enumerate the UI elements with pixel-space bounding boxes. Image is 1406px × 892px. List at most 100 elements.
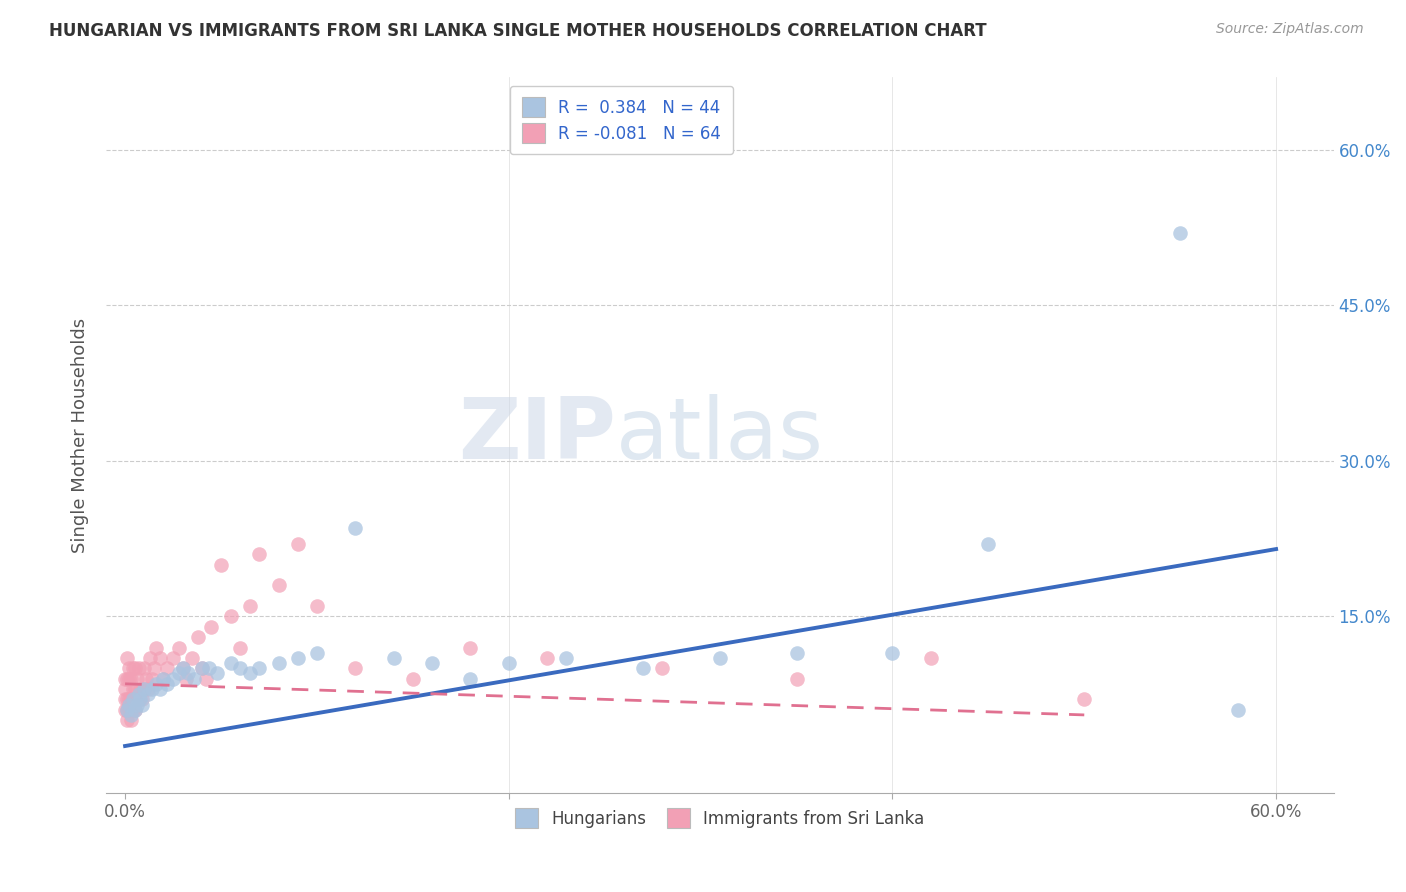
Point [191, 661, 214, 675]
Point [786, 646, 808, 660]
Point [115, 713, 138, 727]
Point [1168, 226, 1191, 240]
Point [229, 640, 252, 655]
Point [120, 713, 142, 727]
Point [124, 661, 146, 675]
Point [121, 681, 143, 696]
Y-axis label: Single Mother Households: Single Mother Households [72, 318, 89, 553]
Point [287, 651, 309, 665]
Point [124, 703, 146, 717]
Point [267, 656, 290, 670]
Point [114, 692, 136, 706]
Point [209, 558, 232, 572]
Point [162, 672, 184, 686]
Point [142, 661, 165, 675]
Point [1226, 703, 1249, 717]
Point [344, 521, 367, 535]
Point [200, 620, 222, 634]
Point [977, 537, 1000, 551]
Point [141, 681, 163, 696]
Point [191, 661, 214, 675]
Point [128, 692, 150, 706]
Point [145, 640, 167, 655]
Point [118, 692, 141, 706]
Point [131, 698, 153, 712]
Point [239, 666, 262, 681]
Point [115, 703, 138, 717]
Point [118, 703, 141, 717]
Text: ZIP: ZIP [458, 393, 616, 476]
Point [115, 703, 138, 717]
Point [134, 681, 156, 696]
Point [460, 640, 482, 655]
Point [152, 672, 174, 686]
Text: HUNGARIAN VS IMMIGRANTS FROM SRI LANKA SINGLE MOTHER HOUSEHOLDS CORRELATION CHAR: HUNGARIAN VS IMMIGRANTS FROM SRI LANKA S… [49, 22, 987, 40]
Point [219, 609, 242, 624]
Point [882, 646, 904, 660]
Point [114, 681, 136, 696]
Point [124, 703, 146, 717]
Point [125, 672, 148, 686]
Point [172, 661, 194, 675]
Point [149, 651, 172, 665]
Point [181, 651, 204, 665]
Point [129, 681, 152, 696]
Point [135, 672, 157, 686]
Point [114, 672, 136, 686]
Point [128, 661, 150, 675]
Point [402, 672, 425, 686]
Point [631, 661, 654, 675]
Point [115, 672, 138, 686]
Point [128, 687, 150, 701]
Point [247, 661, 270, 675]
Point [498, 656, 520, 670]
Point [152, 672, 174, 686]
Point [115, 692, 138, 706]
Point [219, 656, 242, 670]
Point [120, 692, 142, 706]
Point [460, 672, 482, 686]
Point [786, 672, 808, 686]
Point [267, 578, 290, 592]
Point [134, 661, 156, 675]
Point [187, 630, 209, 644]
Point [136, 681, 159, 696]
Point [247, 547, 270, 561]
Text: atlas: atlas [616, 393, 824, 476]
Point [156, 661, 179, 675]
Point [555, 651, 578, 665]
Point [125, 692, 148, 706]
Point [118, 672, 141, 686]
Point [121, 703, 143, 717]
Point [709, 651, 731, 665]
Point [287, 537, 309, 551]
Point [239, 599, 262, 613]
Point [198, 661, 221, 675]
Point [129, 692, 152, 706]
Point [167, 666, 190, 681]
Point [420, 656, 443, 670]
Point [1073, 692, 1095, 706]
Point [382, 651, 405, 665]
Point [194, 672, 217, 686]
Point [118, 661, 141, 675]
Point [183, 672, 205, 686]
Point [920, 651, 942, 665]
Point [536, 651, 558, 665]
Point [134, 681, 156, 696]
Point [131, 692, 153, 706]
Point [651, 661, 673, 675]
Point [156, 677, 179, 691]
Point [118, 698, 141, 712]
Point [145, 677, 167, 691]
Point [167, 640, 190, 655]
Point [205, 666, 228, 681]
Point [136, 687, 159, 701]
Point [344, 661, 367, 675]
Point [229, 661, 252, 675]
Legend: Hungarians, Immigrants from Sri Lanka: Hungarians, Immigrants from Sri Lanka [509, 802, 931, 834]
Point [120, 672, 142, 686]
Point [124, 681, 146, 696]
Point [115, 651, 138, 665]
Point [162, 651, 184, 665]
